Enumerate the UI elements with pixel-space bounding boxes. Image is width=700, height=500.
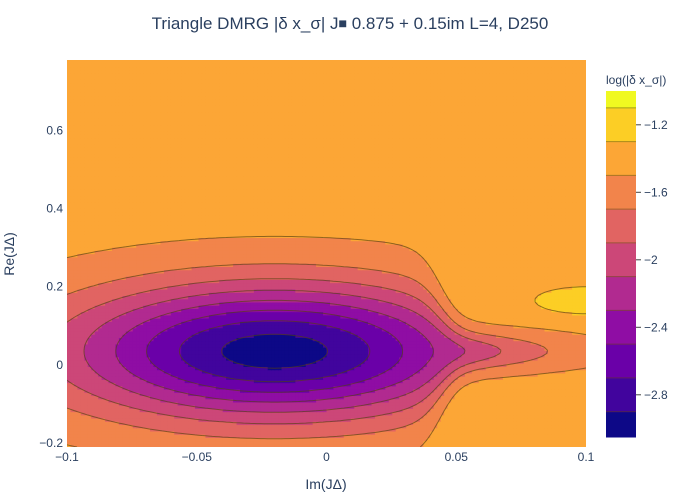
x-tick-label: −0.1: [55, 450, 79, 464]
chart-title: Triangle DMRG |δ x_σ| J⏹ 0.875 + 0.15im …: [152, 14, 549, 33]
y-tick-label: 0.6: [46, 123, 63, 137]
colorbar: −1.2 −1.6 −2 −2.4 −2.8: [606, 91, 668, 438]
colorbar-tick-label: −1.2: [644, 118, 668, 132]
colorbar-segment: [606, 242, 636, 278]
x-tick-label: −0.05: [182, 450, 213, 464]
colorbar-tick-label: −2.8: [644, 388, 668, 402]
contour-line: [67, 278, 502, 425]
colorbar-segment: [606, 310, 636, 345]
colorbar-title: log(|δ x_σ|): [606, 73, 666, 87]
colorbar-tick-label: −1.6: [644, 185, 668, 199]
contour-line: [221, 333, 329, 369]
y-tick-label: 0.2: [46, 280, 63, 294]
colorbar-segment: [606, 276, 636, 311]
contour-line: [83, 289, 466, 413]
contour-line: [178, 320, 371, 383]
x-tick-label: 0: [323, 450, 330, 464]
y-tick-label: −0.2: [39, 436, 63, 450]
colorbar-segment: [606, 377, 636, 413]
colorbar-tick-label: −2: [644, 253, 658, 267]
y-axis-title: Re(JΔ): [1, 232, 17, 276]
colorbar-segment: [606, 344, 636, 379]
contour-line: [115, 299, 434, 403]
colorbar-tick-label: −2.4: [644, 320, 668, 334]
y-axis: −0.2 0 0.2 0.4 0.6: [39, 123, 63, 450]
colorbar-segment: [606, 91, 636, 109]
x-axis-title: Im(JΔ): [305, 476, 346, 492]
plot-area: [67, 60, 586, 447]
x-axis: −0.1 −0.05 0 0.05 0.1: [55, 450, 595, 464]
colorbar-segment: [606, 175, 636, 210]
colorbar-segment: [606, 209, 636, 244]
contour-fills: [67, 60, 586, 447]
contour-line: [146, 309, 404, 393]
colorbar-segment: [606, 411, 636, 438]
colorbar-segment: [606, 107, 636, 143]
contour-line: [67, 263, 548, 440]
contour-line: [534, 286, 586, 315]
y-tick-label: 0: [56, 358, 63, 372]
contour-line: [67, 235, 586, 447]
contour-lines: [67, 235, 586, 447]
x-tick-label: 0.1: [578, 450, 595, 464]
x-tick-label: 0.05: [445, 450, 469, 464]
y-tick-label: 0.4: [46, 202, 63, 216]
colorbar-segment: [606, 141, 636, 176]
